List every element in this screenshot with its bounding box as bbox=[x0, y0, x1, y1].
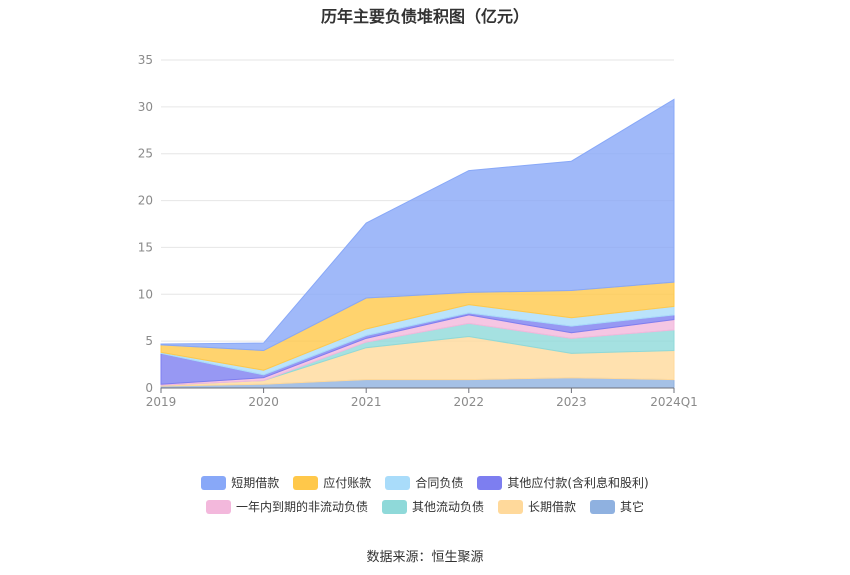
legend-swatch bbox=[201, 475, 227, 490]
legend-label: 其他流动负债 bbox=[411, 500, 484, 514]
x-tick-label: 2022 bbox=[454, 395, 485, 409]
legend-swatch bbox=[293, 475, 319, 490]
legend-label: 应付账款 bbox=[323, 476, 372, 490]
legend-item[interactable]: 其他应付款(含利息和股利) bbox=[477, 474, 649, 491]
legend-row-1: 短期借款 应付账款 合同负债 其他应付款(含利息和股利) bbox=[0, 474, 850, 491]
legend-swatch bbox=[477, 475, 503, 490]
legend-swatch bbox=[385, 475, 411, 490]
data-source: 数据来源：恒生聚源 bbox=[366, 550, 484, 565]
y-tick-label: 20 bbox=[138, 194, 153, 208]
legend-item[interactable]: 其它 bbox=[590, 498, 644, 515]
legend-label: 短期借款 bbox=[231, 476, 280, 490]
legend-row-2: 一年内到期的非流动负债 其他流动负债 长期借款 其它 bbox=[0, 498, 850, 515]
x-tick-label: 2024Q1 bbox=[650, 395, 698, 409]
chart-title: 历年主要负债堆积图（亿元） bbox=[320, 7, 529, 26]
legend-item[interactable]: 一年内到期的非流动负债 bbox=[205, 498, 368, 515]
x-tick-label: 2020 bbox=[248, 395, 279, 409]
legend-item[interactable]: 短期借款 bbox=[201, 474, 279, 491]
legend-item[interactable]: 应付账款 bbox=[293, 474, 371, 491]
area-series bbox=[160, 98, 675, 389]
x-tick-label: 2021 bbox=[351, 395, 382, 409]
y-tick-label: 25 bbox=[138, 147, 153, 161]
x-tick-label: 2023 bbox=[556, 395, 587, 409]
legend-swatch bbox=[590, 499, 616, 514]
legend-label: 其他应付款(含利息和股利) bbox=[507, 476, 649, 490]
axes: 0 5 10 15 20 25 30 35 2019 2020 2021 2022 2023 2024Q1 bbox=[138, 53, 698, 409]
legend-swatch bbox=[205, 499, 231, 514]
area-短期借款 bbox=[160, 98, 675, 352]
legend-label: 一年内到期的非流动负债 bbox=[235, 500, 368, 514]
stacked-area-chart: 0 5 10 15 20 25 30 35 2019 2020 2021 2022 2023 2024Q1 bbox=[138, 53, 698, 409]
legend-item[interactable]: 合同负债 bbox=[385, 474, 463, 491]
legend-swatch bbox=[498, 499, 523, 514]
legend-label: 其它 bbox=[620, 500, 645, 514]
y-tick-label: 0 bbox=[145, 381, 153, 395]
y-tick-label: 5 bbox=[145, 334, 153, 348]
legend-label: 长期借款 bbox=[528, 500, 577, 514]
legend-item[interactable]: 其他流动负债 bbox=[381, 498, 484, 515]
x-tick-label: 2019 bbox=[146, 395, 177, 409]
y-tick-label: 35 bbox=[138, 53, 153, 67]
y-tick-label: 10 bbox=[138, 287, 153, 301]
legend-label: 合同负债 bbox=[415, 476, 464, 490]
y-tick-label: 30 bbox=[138, 100, 153, 114]
legend-swatch bbox=[381, 499, 407, 514]
y-tick-label: 15 bbox=[138, 240, 153, 254]
legend-item[interactable]: 长期借款 bbox=[498, 498, 576, 515]
